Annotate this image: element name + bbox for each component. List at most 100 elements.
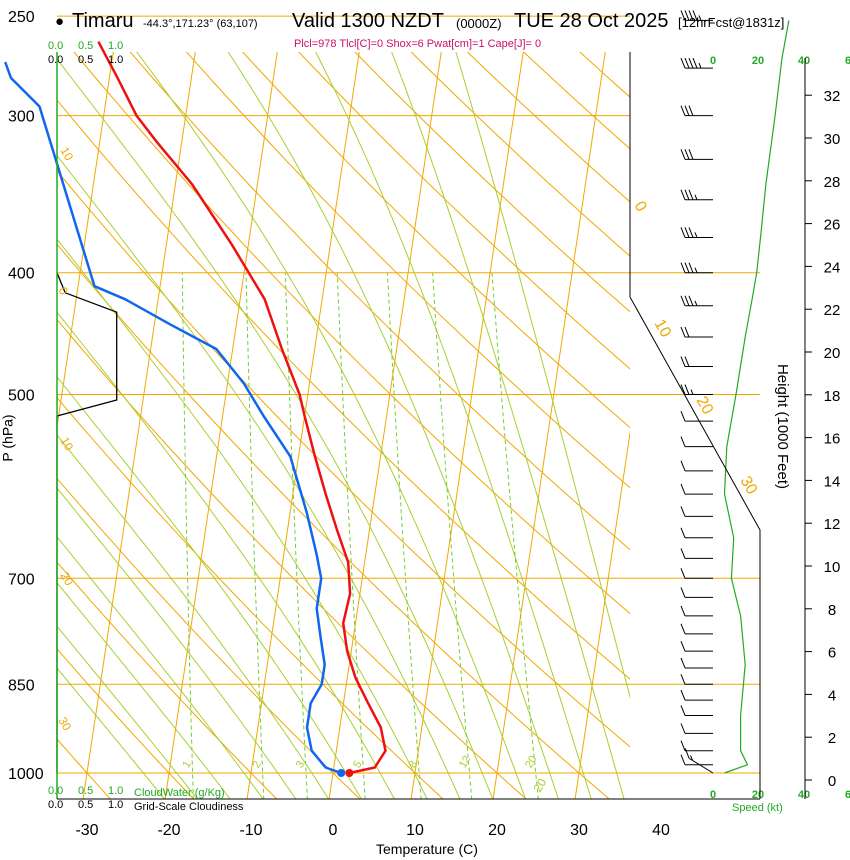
wind-barb-half [698, 15, 702, 21]
dewpoint-line [4, 61, 342, 775]
cloud-water-tick: 0.0 [48, 40, 63, 52]
axis-labels: 1 2 3 5 8 12 201001020300102030202503004005007… [8, 9, 850, 839]
isotherm [492, 52, 606, 799]
mixing-ratio-line [491, 272, 539, 799]
mixing-ratio-line [386, 272, 422, 799]
dry-adiabat-label: 0 [631, 199, 650, 215]
wind-barb-flag [688, 57, 694, 69]
isotherm [410, 52, 524, 799]
dry-adiabat [626, 0, 850, 800]
temperature-tick-label: 40 [652, 822, 670, 839]
isotherm [328, 52, 442, 799]
x-axis-title: Temperature (C) [376, 841, 478, 857]
cloudiness-tick: 0.0 [48, 799, 63, 811]
wind-barb-flag [680, 548, 686, 559]
height-tick-label: 0 [828, 773, 836, 790]
mixing-ratio-label: 20 [523, 754, 540, 771]
wind-barb-flag [692, 10, 698, 21]
wind-barb-flag [688, 227, 694, 238]
height-axis-title: Height (1000 Feet) [774, 363, 792, 490]
station-bullet: ● [55, 13, 65, 30]
dry-adiabat [73, 52, 630, 615]
wind-barb-flag [680, 623, 686, 635]
temperature-tick-label: 0 [329, 822, 338, 839]
cloud-water-tick: 0.0 [48, 785, 63, 797]
height-tick-label: 14 [824, 473, 841, 490]
wind-barb-flag [680, 705, 686, 716]
pressure-tick-label: 300 [8, 109, 35, 126]
moist-adiabat [57, 581, 231, 799]
cloud-water-label: CloudWater (g/Kg) [134, 787, 225, 799]
wind-barb-flag [680, 460, 686, 472]
wind-barb-half [694, 300, 698, 306]
station-coords: -44.3°,171.23° (63,107) [143, 18, 258, 30]
wind-barb-flag [680, 754, 686, 765]
wind-barb-flag [680, 689, 686, 701]
dry-adiabat [57, 170, 630, 748]
dry-adiabat-label: 30 [55, 715, 74, 734]
dry-adiabat [57, 243, 610, 799]
sounding-lines [4, 41, 387, 777]
y-axis-title: P (hPa) [0, 414, 16, 462]
wind-barb-flag [680, 105, 686, 116]
wind-barb-flag [680, 740, 686, 751]
wind-barb-flag [684, 748, 690, 759]
dry-adiabat-label: 10 [57, 145, 76, 164]
height-tick-label: 32 [824, 88, 841, 105]
dry-adiabat [410, 52, 630, 257]
height-tick-label: 2 [828, 730, 836, 747]
cloudiness-tick: 1.0 [108, 799, 123, 811]
wind-barb-flag [684, 227, 690, 238]
wind-barb-half [690, 755, 694, 761]
wind-barb-half [698, 62, 702, 69]
dry-adiabat-label: 10 [57, 435, 76, 454]
height-tick-label: 30 [824, 131, 841, 148]
pressure-tick-label: 700 [8, 571, 35, 588]
wind-barb-flag [680, 436, 686, 447]
height-tick-label: 4 [828, 687, 836, 704]
mixing-ratio-label: 8 [407, 759, 420, 770]
moist-adiabat [391, 52, 625, 799]
speed-tick-label: 6 [845, 55, 850, 67]
wind-barb-flag [684, 262, 690, 273]
height-tick-label: 18 [824, 388, 841, 405]
wind-barb-flag [684, 356, 690, 367]
wind-barb-flag [684, 189, 690, 200]
dry-adiabat-label: 20 [693, 394, 717, 418]
moist-adiabat [227, 52, 559, 799]
surface-dewpoint-dot [337, 769, 346, 777]
isotherm [82, 52, 196, 799]
cloud-water-tick: 0.5 [78, 785, 93, 797]
cloudiness-tick: 0.0 [48, 54, 63, 66]
wind-barb-flag [684, 295, 690, 306]
dry-adiabat [242, 52, 630, 429]
temperature-tick-label: 30 [570, 822, 588, 839]
dry-adiabat [522, 52, 630, 150]
moist-adiabat [136, 52, 527, 799]
dry-adiabat-label: 20 [57, 570, 76, 589]
dry-adiabat [57, 99, 630, 680]
wind-barb-flag [680, 295, 686, 306]
height-tick-label: 22 [824, 302, 841, 319]
mixing-ratio-label: 1 [181, 759, 194, 770]
moist-adiabat [57, 667, 166, 799]
mixing-ratio-line [432, 272, 473, 799]
speed-axis-title: Speed (kt) [732, 802, 783, 814]
dry-adiabat [57, 318, 527, 799]
cloudiness-tick: 1.0 [108, 54, 123, 66]
temperature-tick-label: -20 [157, 822, 180, 839]
wind-barb-flag [688, 295, 694, 306]
moist-adiabat [315, 52, 592, 799]
cloudiness-profile [56, 272, 118, 773]
moist-adiabat [57, 58, 494, 799]
wind-barb-flag [680, 227, 686, 238]
temperature-line [97, 41, 387, 775]
wind-barb-staff [688, 757, 714, 774]
temperature-tick-label: 10 [406, 822, 424, 839]
wind-barb-flag [680, 410, 686, 422]
speed-tick-label: 20 [752, 55, 764, 67]
wind-barb-half [690, 389, 694, 395]
moist-adiabat-label: 20 [530, 776, 549, 795]
station-name: Timaru [72, 10, 134, 32]
wind-barb-flag [680, 587, 686, 598]
